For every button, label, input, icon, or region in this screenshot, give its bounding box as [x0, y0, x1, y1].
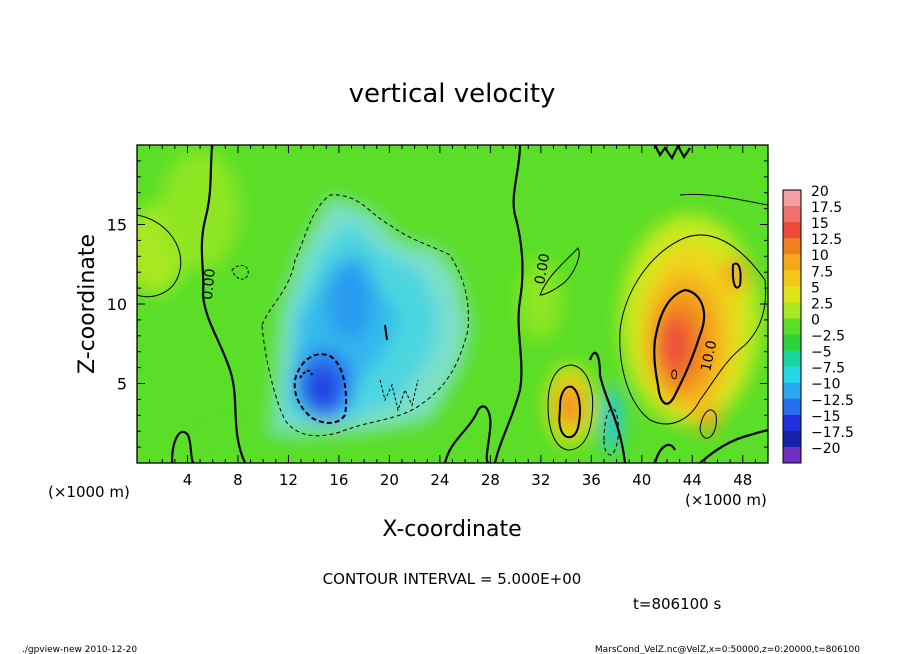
x-tick-label: 36: [582, 471, 601, 489]
x-tick-label: 4: [183, 471, 193, 489]
colorbar-label: −5: [811, 345, 832, 361]
time-label: t=806100 s: [633, 595, 721, 613]
x-unit-left: (×1000 m): [48, 483, 130, 501]
contour-label-1: 0.00: [200, 268, 219, 300]
colorbar-label: −7.5: [811, 361, 845, 377]
colorbar-swatch: [783, 366, 801, 384]
x-tick-label: 24: [430, 471, 449, 489]
y-axis-ticks: [137, 144, 768, 464]
contour-interval: CONTOUR INTERVAL = 5.000E+00: [323, 570, 582, 588]
colorbar-swatch: [783, 350, 801, 368]
y-tick-label: 5: [117, 375, 127, 394]
colorbar-label: 0: [811, 312, 820, 328]
colorbar-label: −2.5: [811, 329, 845, 345]
colorbar-swatch: [783, 302, 801, 319]
footer-left: ./gpview-new 2010-12-20: [22, 645, 137, 654]
y-tick-labels: 5 10 15: [107, 216, 127, 394]
colorbar-label: −12.5: [811, 393, 854, 409]
colorbar-swatch: [783, 318, 801, 336]
colorbar-swatch: [783, 446, 801, 464]
colorbar-label: 7.5: [811, 264, 833, 280]
colorbar-label: −17.5: [811, 425, 854, 441]
x-tick-label: 16: [329, 471, 348, 489]
colorbar-swatch: [783, 334, 801, 352]
field-shading: [137, 150, 760, 463]
x-tick-label: 12: [279, 471, 298, 489]
x-tick-label: 20: [380, 471, 399, 489]
x-axis-label: X-coordinate: [382, 517, 521, 542]
colorbar-swatch: [783, 382, 801, 400]
x-axis-ticks: [136, 145, 769, 463]
plot-area: 0.00 0.00 10.0: [137, 145, 768, 463]
colorbar-swatch: [783, 206, 801, 223]
x-unit-right: (×1000 m): [685, 491, 767, 509]
colorbar-label: 5: [811, 280, 820, 296]
contour-label-3: 10.0: [698, 339, 720, 373]
contour-label-2: 0.00: [532, 252, 553, 285]
y-tick-label: 15: [107, 216, 127, 235]
colorbar-label: −20: [811, 441, 841, 457]
colorbar-swatch: [783, 398, 801, 416]
x-tick-label: 40: [632, 471, 651, 489]
x-tick-label: 44: [683, 471, 702, 489]
colorbar: 2017.51512.5107.552.50−2.5−5−7.5−10−12.5…: [782, 184, 854, 464]
x-tick-label: 8: [233, 471, 243, 489]
colorbar-swatch: [783, 270, 801, 287]
chart-title: vertical velocity: [349, 79, 556, 109]
x-tick-labels: 4 8 12 16 20 24 28 32 36 40 44 48: [183, 471, 753, 489]
x-tick-label: 48: [733, 471, 752, 489]
colorbar-label: 10: [811, 248, 829, 264]
y-axis-label: Z-coordinate: [75, 234, 100, 374]
x-tick-label: 32: [531, 471, 550, 489]
colorbar-frame: [782, 189, 802, 464]
x-tick-label: 28: [481, 471, 500, 489]
colorbar-label: −10: [811, 377, 841, 393]
colorbar-swatch: [783, 190, 801, 207]
colorbar-label: 2.5: [811, 296, 833, 312]
colorbar-swatch: [783, 286, 801, 303]
colorbar-swatch: [783, 238, 801, 255]
colorbar-label: 17.5: [811, 200, 842, 216]
colorbar-label: 20: [811, 184, 829, 200]
colorbar-label: 15: [811, 216, 829, 232]
colorbar-label: 12.5: [811, 232, 842, 248]
y-tick-label: 10: [107, 295, 127, 314]
colorbar-swatch: [783, 222, 801, 239]
colorbar-label: −15: [811, 409, 841, 425]
colorbar-swatch: [783, 430, 801, 448]
contour-lines: [137, 145, 768, 463]
footer-right: MarsCond_VelZ.nc@VelZ,x=0:50000,z=0:2000…: [595, 645, 860, 654]
colorbar-swatch: [783, 254, 801, 271]
colorbar-swatch: [783, 414, 801, 432]
